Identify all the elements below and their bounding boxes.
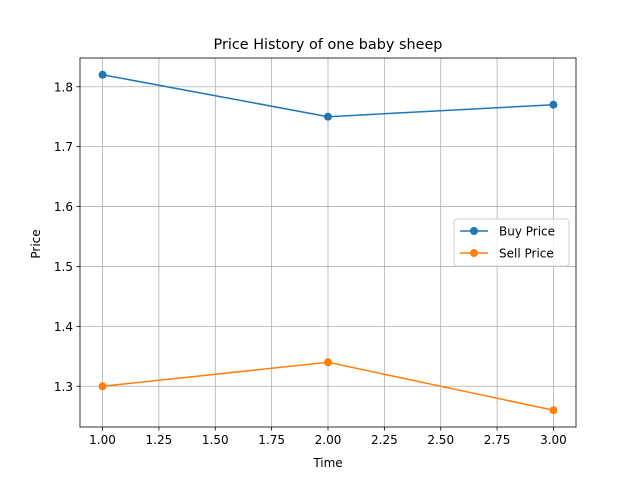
legend-sell-price-marker: [470, 249, 478, 257]
series-layer: [98, 70, 558, 415]
y-tick-label: 1.7: [54, 140, 73, 154]
legend-buy-price-label: Buy Price: [499, 225, 555, 239]
x-tick-label: 2.50: [427, 433, 454, 447]
x-tick-label: 2.75: [484, 433, 511, 447]
legend: Buy Price Sell Price: [453, 218, 570, 267]
ticks: 1.00 1.25 1.50 1.75 2.00 2.25 2.50 2.75 3.00 1.3 1…: [54, 80, 567, 447]
y-tick-label: 1.4: [54, 320, 73, 334]
legend-sell-price-label: Sell Price: [499, 247, 554, 261]
sell-price-point: [98, 382, 107, 391]
y-tick-label: 1.3: [54, 380, 73, 394]
legend-buy-price-marker: [470, 227, 478, 235]
sell-price-point: [549, 406, 558, 415]
x-tick-label: 1.25: [146, 433, 173, 447]
x-tick-label: 1.75: [258, 433, 285, 447]
x-axis-label: Time: [312, 456, 342, 470]
buy-price-point: [324, 112, 332, 121]
chart-title: Price History of one baby sheep: [214, 37, 443, 53]
x-tick-label: 1.00: [89, 433, 116, 447]
x-tick-label: 2.00: [315, 433, 342, 447]
buy-price-point: [549, 100, 558, 109]
sell-price-point: [324, 358, 332, 367]
y-tick-label: 1.8: [54, 80, 73, 94]
y-axis-label: Price: [29, 229, 43, 258]
buy-price-point: [98, 70, 107, 79]
x-tick-label: 3.00: [540, 433, 567, 447]
grid: [80, 58, 576, 427]
y-tick-label: 1.6: [54, 200, 73, 214]
x-tick-label: 1.50: [202, 433, 229, 447]
y-tick-label: 1.5: [54, 260, 73, 274]
x-tick-label: 2.25: [371, 433, 398, 447]
